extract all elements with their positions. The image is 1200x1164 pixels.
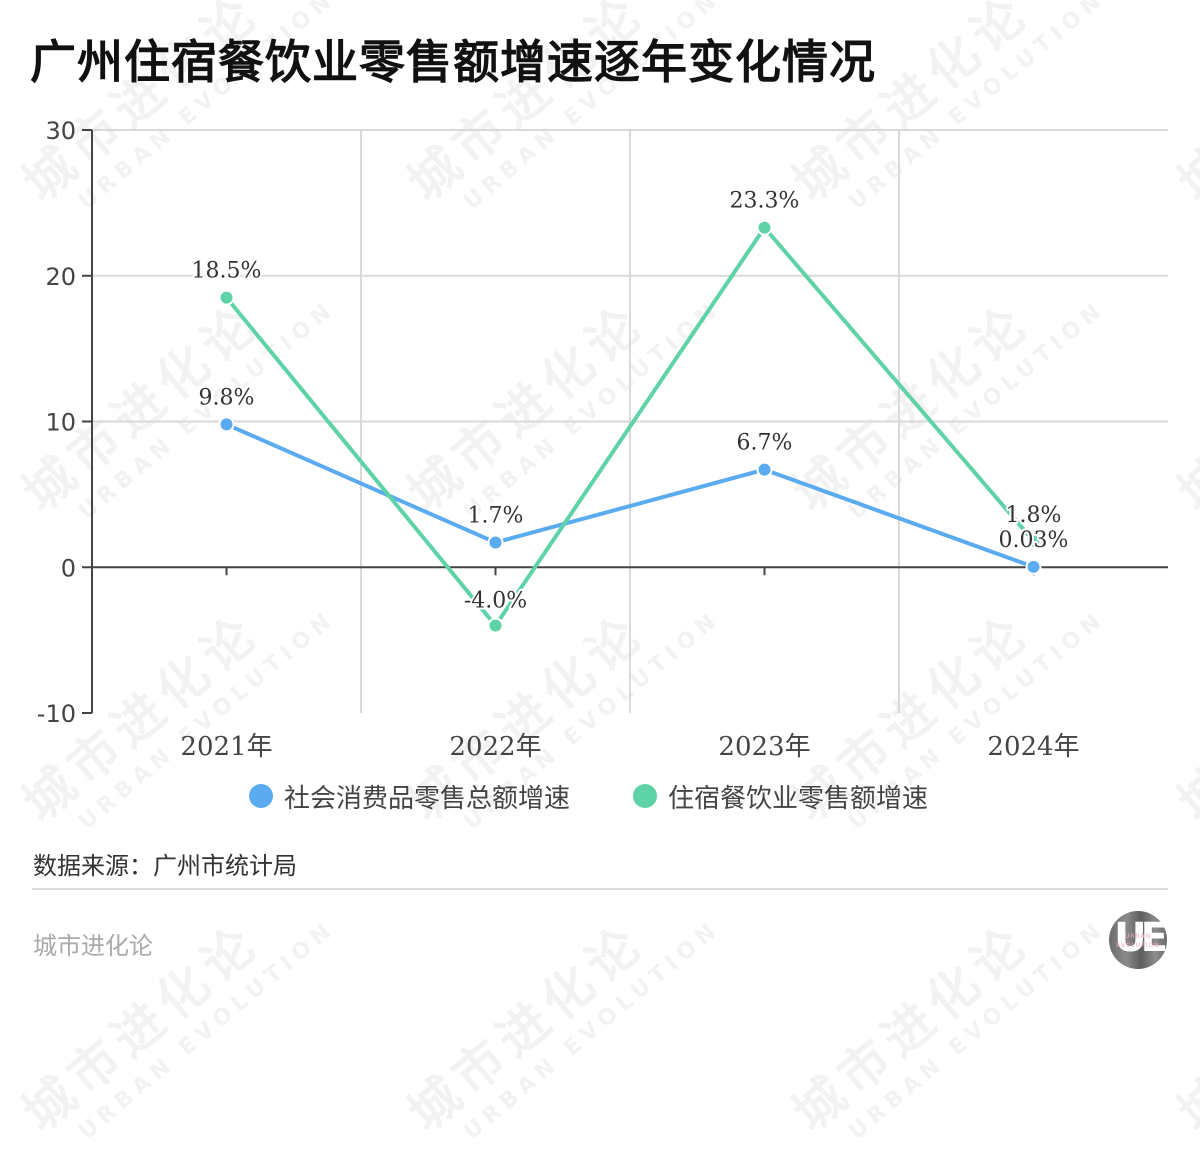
data-point-marker [1025,558,1042,575]
y-tick-label: 0 [61,554,76,582]
footer-divider [32,888,1168,890]
series-lines [218,219,1042,634]
data-label: 18.5% [192,259,262,284]
x-tick-label: 2022年 [449,732,541,762]
legend-dot-icon [249,784,273,808]
legend: 社会消费品零售总额增速 住宿餐饮业零售额增速 [0,778,1200,814]
data-point-marker [756,219,773,236]
y-tick-label: -10 [37,700,76,728]
legend-dot-icon [633,784,657,808]
data-label: 9.8% [199,385,255,410]
brand-name: 城市进化论 [33,932,153,960]
logo-sub-1: URBAN [1124,933,1152,940]
logo-letters: UE [1114,915,1167,961]
x-tick-label: 2024年 [987,732,1079,762]
data-point-marker [218,289,235,306]
series-line [225,422,1035,569]
data-point-marker [756,461,773,478]
legend-label: 社会消费品零售总额增速 [284,783,571,814]
legend-item-retail-total[interactable]: 社会消费品零售总额增速 [249,778,570,814]
data-label: 1.8% [1006,503,1062,528]
line-chart: 30 20 10 0 -10 2021年 2022年 2023年 2024年 9.8% 1.7% 6… [37,117,1168,762]
x-tick-label: 2023年 [718,732,810,762]
data-labels: 9.8% 1.7% 6.7% 0.03% 18.5% -4.0% 23.3% 1.8% [190,187,1071,616]
axes: 30 20 10 0 -10 2021年 2022年 2023年 2024年 [37,117,1168,762]
logo-sub-2: EVOLUTION [1116,942,1160,949]
data-label: 0.03% [999,528,1069,553]
urban-evolution-logo: UE URBAN EVOLUTION [1109,911,1167,969]
data-point-marker [218,416,235,433]
data-label: -4.0% [464,589,527,614]
series-line [224,225,1036,628]
chart-title: 广州住宿餐饮业零售额增速逐年变化情况 [30,35,876,89]
data-label: 6.7% [737,431,793,456]
data-source: 数据来源：广州市统计局 [33,852,297,880]
data-point-marker [487,534,504,551]
data-label: 1.7% [468,503,524,528]
data-label: 23.3% [730,189,800,214]
y-tick-label: 30 [45,117,76,145]
data-point-marker [487,617,504,634]
gridlines [92,129,1168,713]
y-tick-label: 20 [45,263,76,291]
x-tick-label: 2021年 [180,732,272,762]
data-point-marker [1025,533,1042,550]
legend-label: 住宿餐饮业零售额增速 [668,783,929,814]
legend-item-catering[interactable]: 住宿餐饮业零售额增速 [633,778,928,814]
y-tick-label: 10 [45,409,76,437]
